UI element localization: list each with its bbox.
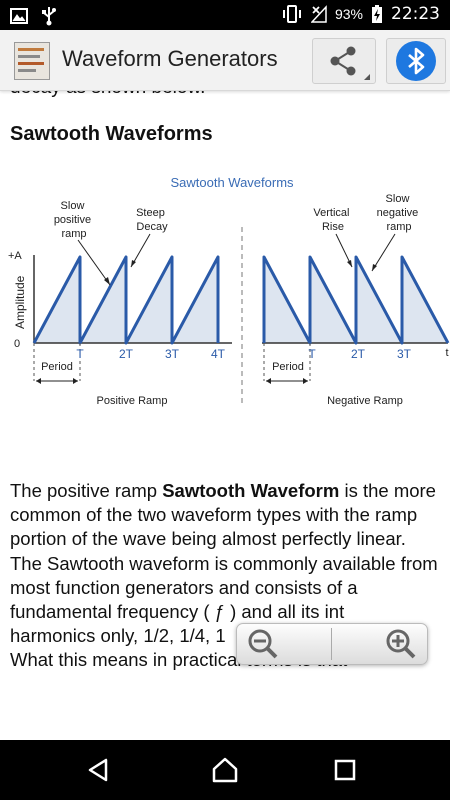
annotation-slow-positive: Slow positive ramp (54, 200, 94, 240)
positive-ramp-wave (32, 255, 220, 345)
back-icon (88, 758, 108, 782)
share-button[interactable] (312, 38, 376, 84)
vibrate-icon (282, 5, 301, 23)
left-period-label: Period (41, 361, 73, 373)
image-icon (10, 8, 28, 24)
y-axis-top-label: +A (8, 250, 22, 262)
body-paragraph: The positive ramp Sawtooth Waveform is t… (10, 480, 438, 671)
battery-percent: 93% (334, 6, 363, 22)
home-icon (212, 757, 238, 783)
zoom-in-button[interactable] (381, 626, 421, 662)
y-axis-zero-label: 0 (14, 338, 20, 350)
battery-charging-icon (372, 5, 382, 23)
zoom-controls (236, 623, 428, 665)
bluetooth-button[interactable] (386, 38, 446, 84)
app-bar: Waveform Generators (0, 30, 450, 91)
right-tick-label: 2T (351, 347, 366, 361)
zoom-out-icon (248, 629, 278, 659)
app-logo (14, 42, 50, 80)
navigation-bar (0, 740, 450, 800)
bluetooth-icon (408, 47, 425, 75)
sawtooth-diagram: Sawtooth Waveforms +A 0 Amplitude T 2T 3… (8, 175, 450, 407)
figure-title: Sawtooth Waveforms (170, 175, 294, 190)
home-button[interactable] (209, 754, 241, 786)
clock: 22:23 (391, 4, 440, 24)
cut-off-text: decay as shown below. (10, 91, 205, 99)
right-t-label: t (445, 347, 448, 359)
usb-icon (42, 7, 56, 26)
back-button[interactable] (84, 754, 116, 786)
recents-button[interactable] (329, 754, 361, 786)
annotation-steep-decay: Steep Decay (136, 207, 168, 233)
recents-icon (334, 759, 356, 781)
left-caption: Positive Ramp (97, 395, 168, 407)
share-icon (330, 46, 370, 80)
annotation-vertical-rise: Vertical Rise (313, 207, 352, 233)
right-caption: Negative Ramp (327, 395, 403, 407)
article-content: decay as shown below. Sawtooth Waveforms… (0, 91, 450, 741)
negative-ramp-wave (262, 255, 450, 345)
left-tick-label: 3T (165, 347, 180, 361)
zoom-in-icon (386, 629, 416, 659)
annotation-slow-negative: Slow negative ramp (377, 193, 422, 233)
y-axis-label: Amplitude (13, 275, 27, 329)
app-title: Waveform Generators (62, 46, 278, 71)
section-heading: Sawtooth Waveforms (10, 123, 213, 145)
right-tick-label: 3T (397, 347, 412, 361)
no-signal-icon (310, 5, 327, 23)
left-tick-label: 2T (119, 347, 134, 361)
zoom-out-button[interactable] (243, 626, 283, 662)
left-tick-label: T (76, 347, 84, 361)
sawtooth-figure: Sawtooth Waveforms +A 0 Amplitude T 2T 3… (0, 167, 450, 427)
left-tick-label: 4T (211, 347, 226, 361)
right-period-label: Period (272, 361, 304, 373)
status-bar: 93% 22:23 (0, 0, 450, 30)
right-tick-label: T (308, 347, 316, 361)
